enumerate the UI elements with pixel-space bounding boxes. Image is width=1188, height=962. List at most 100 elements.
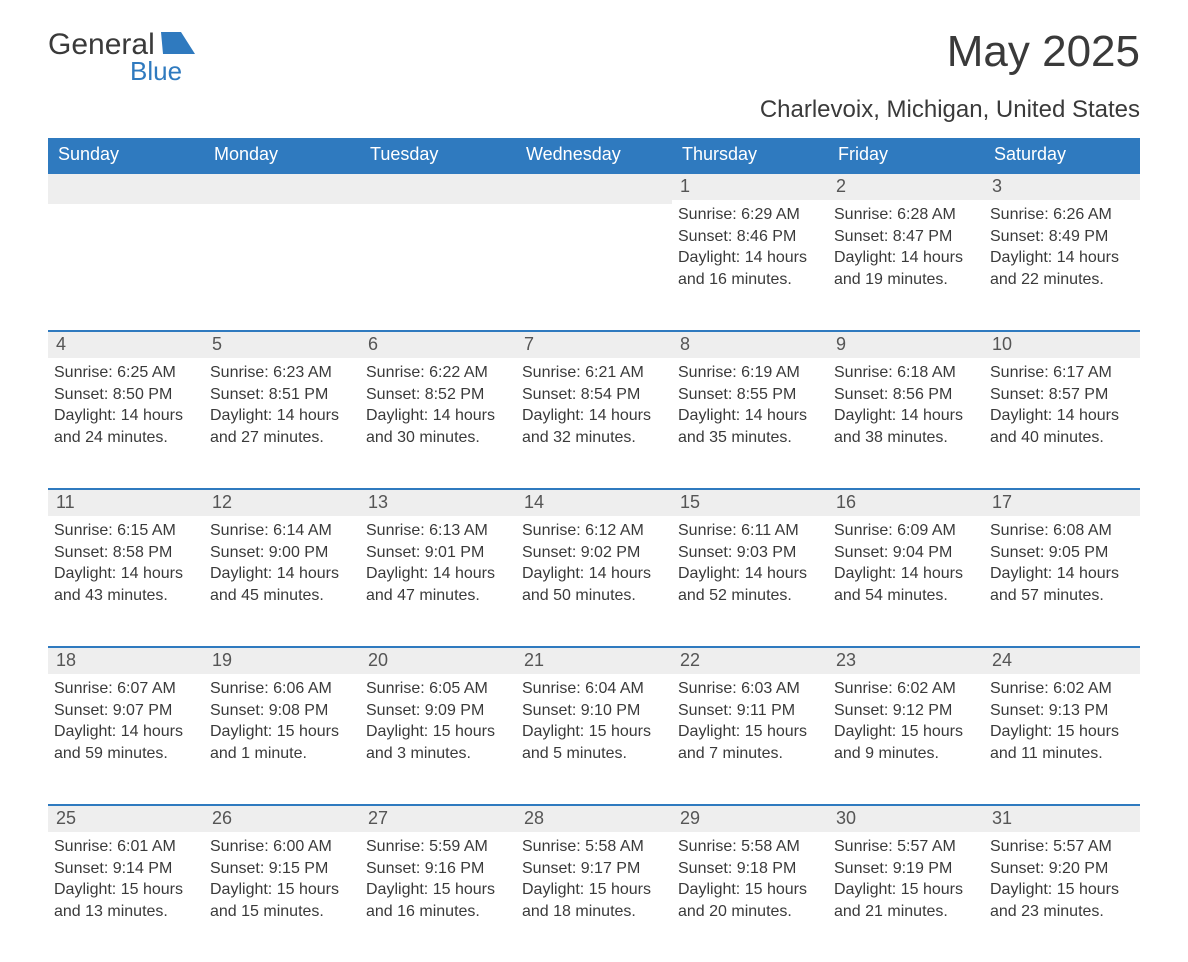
sunset-text: Sunset: 9:13 PM <box>990 700 1134 722</box>
month-title: May 2025 <box>760 30 1140 74</box>
daylight-text: Daylight: 14 hours and 38 minutes. <box>834 405 978 448</box>
day-details: Sunrise: 6:26 AMSunset: 8:49 PMDaylight:… <box>984 200 1140 290</box>
daynum-empty <box>204 174 360 204</box>
date-cell: 20Sunrise: 6:05 AMSunset: 9:09 PMDayligh… <box>360 646 516 786</box>
daylight-text: Daylight: 14 hours and 59 minutes. <box>54 721 198 764</box>
logo-text-sub: Blue <box>130 56 195 87</box>
date-cell: 27Sunrise: 5:59 AMSunset: 9:16 PMDayligh… <box>360 804 516 944</box>
sunset-text: Sunset: 8:57 PM <box>990 384 1134 406</box>
day-number: 8 <box>672 332 828 358</box>
sunset-text: Sunset: 9:05 PM <box>990 542 1134 564</box>
day-number: 25 <box>48 806 204 832</box>
sunset-text: Sunset: 9:01 PM <box>366 542 510 564</box>
sunset-text: Sunset: 9:12 PM <box>834 700 978 722</box>
sunrise-text: Sunrise: 5:59 AM <box>366 836 510 858</box>
date-cell: 4Sunrise: 6:25 AMSunset: 8:50 PMDaylight… <box>48 330 204 470</box>
flag-icon <box>161 32 195 59</box>
day-details: Sunrise: 6:01 AMSunset: 9:14 PMDaylight:… <box>48 832 204 922</box>
daynum-empty <box>516 174 672 204</box>
day-number: 17 <box>984 490 1140 516</box>
day-details: Sunrise: 6:17 AMSunset: 8:57 PMDaylight:… <box>984 358 1140 448</box>
day-header: Thursday <box>672 138 828 172</box>
daylight-text: Daylight: 14 hours and 43 minutes. <box>54 563 198 606</box>
date-cell: 2Sunrise: 6:28 AMSunset: 8:47 PMDaylight… <box>828 172 984 312</box>
day-details: Sunrise: 6:08 AMSunset: 9:05 PMDaylight:… <box>984 516 1140 606</box>
day-number: 3 <box>984 174 1140 200</box>
day-number: 22 <box>672 648 828 674</box>
sunset-text: Sunset: 9:19 PM <box>834 858 978 880</box>
week-spacer <box>48 944 1140 962</box>
daylight-text: Daylight: 14 hours and 54 minutes. <box>834 563 978 606</box>
day-details: Sunrise: 6:14 AMSunset: 9:00 PMDaylight:… <box>204 516 360 606</box>
sunset-text: Sunset: 9:20 PM <box>990 858 1134 880</box>
location-subtitle: Charlevoix, Michigan, United States <box>760 96 1140 124</box>
daylight-text: Daylight: 14 hours and 45 minutes. <box>210 563 354 606</box>
day-details: Sunrise: 6:25 AMSunset: 8:50 PMDaylight:… <box>48 358 204 448</box>
day-number: 11 <box>48 490 204 516</box>
date-cell: 6Sunrise: 6:22 AMSunset: 8:52 PMDaylight… <box>360 330 516 470</box>
date-cell: 5Sunrise: 6:23 AMSunset: 8:51 PMDaylight… <box>204 330 360 470</box>
day-details: Sunrise: 6:02 AMSunset: 9:12 PMDaylight:… <box>828 674 984 764</box>
day-number: 27 <box>360 806 516 832</box>
day-number: 28 <box>516 806 672 832</box>
date-cell: 29Sunrise: 5:58 AMSunset: 9:18 PMDayligh… <box>672 804 828 944</box>
daylight-text: Daylight: 14 hours and 52 minutes. <box>678 563 822 606</box>
empty-cell <box>516 172 672 312</box>
date-cell: 7Sunrise: 6:21 AMSunset: 8:54 PMDaylight… <box>516 330 672 470</box>
day-details: Sunrise: 5:57 AMSunset: 9:20 PMDaylight:… <box>984 832 1140 922</box>
day-details: Sunrise: 6:21 AMSunset: 8:54 PMDaylight:… <box>516 358 672 448</box>
sunrise-text: Sunrise: 6:03 AM <box>678 678 822 700</box>
sunset-text: Sunset: 9:15 PM <box>210 858 354 880</box>
sunset-text: Sunset: 8:52 PM <box>366 384 510 406</box>
day-details: Sunrise: 5:57 AMSunset: 9:19 PMDaylight:… <box>828 832 984 922</box>
sunrise-text: Sunrise: 6:07 AM <box>54 678 198 700</box>
day-number: 18 <box>48 648 204 674</box>
sunset-text: Sunset: 8:49 PM <box>990 226 1134 248</box>
sunrise-text: Sunrise: 5:58 AM <box>522 836 666 858</box>
day-details: Sunrise: 6:06 AMSunset: 9:08 PMDaylight:… <box>204 674 360 764</box>
sunrise-text: Sunrise: 6:04 AM <box>522 678 666 700</box>
daylight-text: Daylight: 15 hours and 3 minutes. <box>366 721 510 764</box>
sunset-text: Sunset: 8:55 PM <box>678 384 822 406</box>
sunrise-text: Sunrise: 6:18 AM <box>834 362 978 384</box>
daylight-text: Daylight: 14 hours and 40 minutes. <box>990 405 1134 448</box>
date-cell: 17Sunrise: 6:08 AMSunset: 9:05 PMDayligh… <box>984 488 1140 628</box>
sunrise-text: Sunrise: 6:25 AM <box>54 362 198 384</box>
empty-cell <box>204 172 360 312</box>
sunrise-text: Sunrise: 6:21 AM <box>522 362 666 384</box>
sunrise-text: Sunrise: 6:13 AM <box>366 520 510 542</box>
sunrise-text: Sunrise: 6:05 AM <box>366 678 510 700</box>
date-cell: 28Sunrise: 5:58 AMSunset: 9:17 PMDayligh… <box>516 804 672 944</box>
day-number: 20 <box>360 648 516 674</box>
sunset-text: Sunset: 9:02 PM <box>522 542 666 564</box>
day-number: 6 <box>360 332 516 358</box>
sunrise-text: Sunrise: 6:15 AM <box>54 520 198 542</box>
daylight-text: Daylight: 14 hours and 32 minutes. <box>522 405 666 448</box>
sunrise-text: Sunrise: 5:58 AM <box>678 836 822 858</box>
daylight-text: Daylight: 14 hours and 50 minutes. <box>522 563 666 606</box>
daylight-text: Daylight: 15 hours and 13 minutes. <box>54 879 198 922</box>
date-cell: 11 Sunrise: 6:15 AMSunset: 8:58 PMDayligh… <box>48 488 204 628</box>
daynum-empty <box>48 174 204 204</box>
day-number: 19 <box>204 648 360 674</box>
sunrise-text: Sunrise: 6:14 AM <box>210 520 354 542</box>
date-cell: 24Sunrise: 6:02 AMSunset: 9:13 PMDayligh… <box>984 646 1140 786</box>
date-cell: 9Sunrise: 6:18 AMSunset: 8:56 PMDaylight… <box>828 330 984 470</box>
title-block: May 2025 Charlevoix, Michigan, United St… <box>760 30 1140 124</box>
daylight-text: Daylight: 14 hours and 24 minutes. <box>54 405 198 448</box>
daylight-text: Daylight: 15 hours and 20 minutes. <box>678 879 822 922</box>
sunset-text: Sunset: 8:58 PM <box>54 542 198 564</box>
day-details: Sunrise: 6:09 AMSunset: 9:04 PMDaylight:… <box>828 516 984 606</box>
logo: General Blue <box>48 30 195 87</box>
week-spacer <box>48 470 1140 488</box>
day-header: Wednesday <box>516 138 672 172</box>
date-cell: 31Sunrise: 5:57 AMSunset: 9:20 PMDayligh… <box>984 804 1140 944</box>
date-cell: 30Sunrise: 5:57 AMSunset: 9:19 PMDayligh… <box>828 804 984 944</box>
sunset-text: Sunset: 9:03 PM <box>678 542 822 564</box>
daylight-text: Daylight: 15 hours and 16 minutes. <box>366 879 510 922</box>
daylight-text: Daylight: 15 hours and 11 minutes. <box>990 721 1134 764</box>
sunrise-text: Sunrise: 6:28 AM <box>834 204 978 226</box>
day-header: Monday <box>204 138 360 172</box>
day-number: 1 <box>672 174 828 200</box>
date-cell: 1Sunrise: 6:29 AMSunset: 8:46 PMDaylight… <box>672 172 828 312</box>
